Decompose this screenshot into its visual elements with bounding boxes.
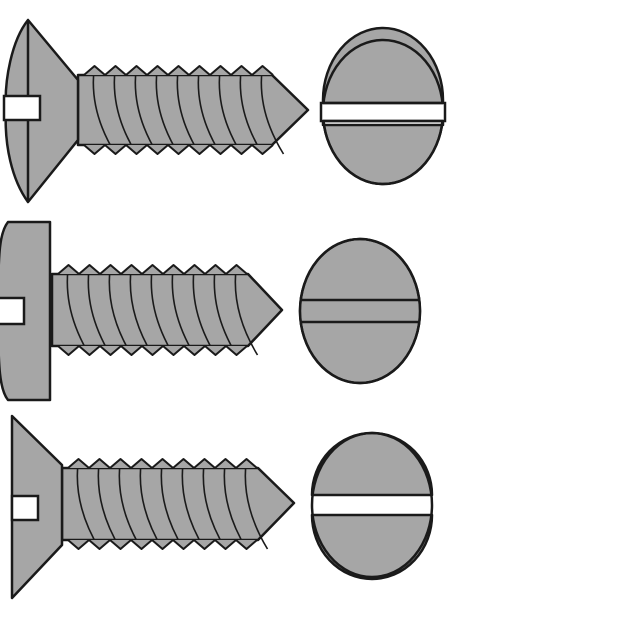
thread-crest <box>83 144 274 155</box>
pan-head-top-view <box>298 237 422 385</box>
thread-crest <box>57 345 248 356</box>
flat-head-top-view <box>310 431 434 581</box>
screw-threads <box>76 65 310 155</box>
flat-head-screw-icon <box>10 414 296 600</box>
screw-threads <box>50 264 284 356</box>
oval-head-screw-icon <box>2 18 310 204</box>
thread-crest <box>67 458 258 469</box>
screw-threads <box>60 458 296 550</box>
thread-crest <box>57 264 248 275</box>
thread-crest <box>67 539 258 550</box>
thread-crest <box>83 65 274 76</box>
pan-head-screw <box>0 220 422 402</box>
slot <box>0 296 26 326</box>
oval-head-top-view <box>319 26 447 186</box>
slot <box>2 94 42 122</box>
oval-head-screw <box>2 18 447 204</box>
pan-head-screw-icon <box>0 220 284 402</box>
slot <box>10 494 40 522</box>
flat-head-screw <box>10 414 434 600</box>
